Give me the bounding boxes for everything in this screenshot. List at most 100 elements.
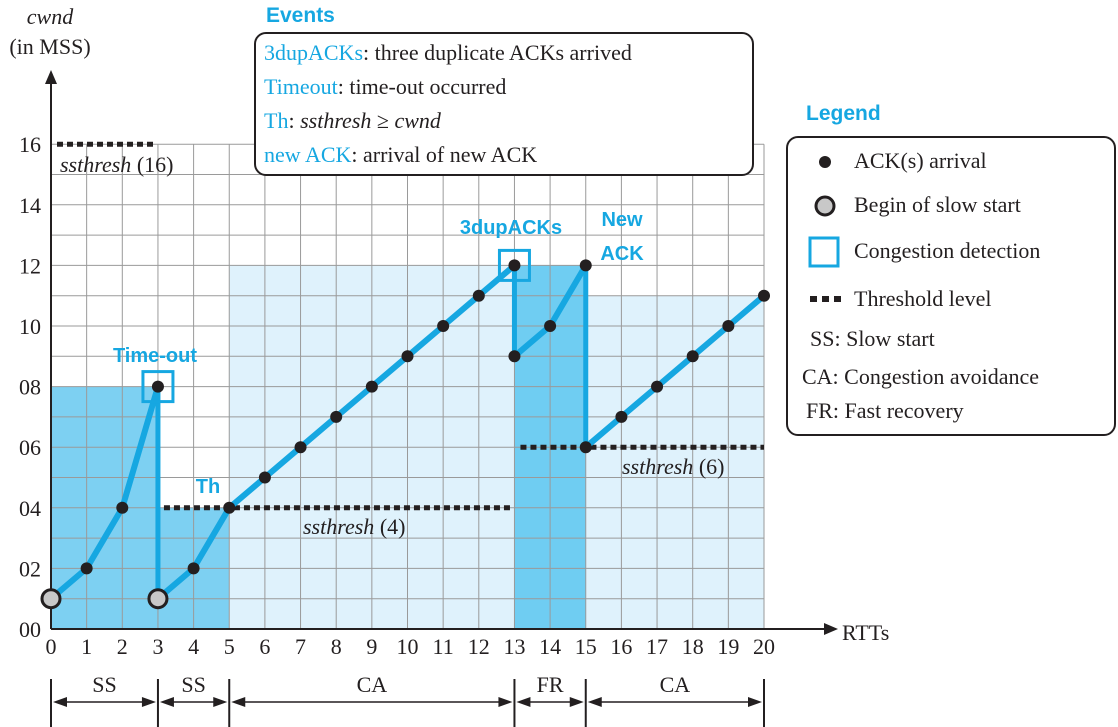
y-tick-label: 14 bbox=[19, 193, 41, 218]
x-tick-label: 17 bbox=[646, 634, 668, 659]
event-key: 3dupACKs bbox=[264, 40, 364, 65]
phase-label: SS bbox=[181, 672, 205, 697]
event-timeout: Timeout: time-out occurred bbox=[264, 74, 507, 99]
y-tick-label: 10 bbox=[19, 314, 41, 339]
ack-point bbox=[722, 320, 735, 332]
ack-point bbox=[579, 441, 592, 454]
threshold-lines: ssthresh (16) ssthresh (4) ssthresh (6) bbox=[57, 141, 764, 539]
x-tick-label: 10 bbox=[397, 634, 419, 659]
congestion-square bbox=[497, 248, 531, 282]
y-tick-label: 12 bbox=[19, 253, 41, 278]
x-tick-label: 3 bbox=[152, 634, 163, 659]
congestion-square-icon bbox=[808, 236, 840, 268]
x-tick-label: 7 bbox=[295, 634, 306, 659]
x-tick-label: 20 bbox=[753, 634, 775, 659]
ack-dot-icon bbox=[819, 156, 831, 168]
event-desc: time-out occurred bbox=[349, 74, 507, 99]
arrow-right-icon bbox=[748, 697, 762, 707]
event-new-ack: new ACK: arrival of new ACK bbox=[264, 142, 538, 167]
series-line bbox=[48, 383, 161, 602]
phase-brackets: SS SS CA FR CA bbox=[50, 672, 765, 727]
x-tick-label: 12 bbox=[468, 634, 490, 659]
y-tick-label: 04 bbox=[19, 496, 41, 521]
series-line bbox=[582, 292, 767, 451]
ack-point bbox=[686, 350, 699, 363]
y-tick-label: 08 bbox=[19, 375, 41, 400]
ack-point bbox=[294, 441, 307, 454]
events-box: 3dupACKs: three duplicate ACKs arrived T… bbox=[254, 32, 754, 176]
event-3dupacks: 3dupACKs: three duplicate ACKs arrived bbox=[264, 40, 632, 65]
ack-point bbox=[508, 259, 521, 272]
ack-point bbox=[651, 380, 664, 393]
ack-point bbox=[472, 289, 485, 302]
ack-point bbox=[508, 350, 521, 363]
ack-point bbox=[544, 320, 557, 332]
phase-label: FR bbox=[537, 672, 564, 697]
legend-item-ack-arrival: ACK(s) arrival bbox=[788, 146, 1118, 176]
legend-item-slow-start: Begin of slow start bbox=[788, 190, 1118, 220]
ack-point bbox=[365, 380, 378, 393]
ack-point bbox=[151, 380, 164, 393]
y-tick-label: 06 bbox=[19, 435, 41, 460]
arrow-right-icon bbox=[141, 697, 156, 707]
annotation-label: Time-out bbox=[113, 345, 197, 367]
ack-point bbox=[187, 562, 200, 575]
x-tick-label: 1 bbox=[81, 634, 92, 659]
arrow-right-icon bbox=[213, 697, 228, 707]
x-tick-label: 13 bbox=[503, 634, 525, 659]
event-key: Timeout bbox=[264, 74, 338, 99]
ack-point bbox=[437, 320, 450, 332]
threshold-label: ssthresh (16) bbox=[60, 152, 173, 177]
y-axis-unit: (in MSS) bbox=[9, 34, 90, 59]
event-desc: arrival of new ACK bbox=[363, 142, 538, 167]
event-key: new ACK bbox=[264, 142, 352, 167]
legend-box: ACK(s) arrival Begin of slow start Conge… bbox=[786, 136, 1116, 436]
event-markers bbox=[40, 248, 770, 610]
x-tick-label: 6 bbox=[259, 634, 270, 659]
x-tick-label: 15 bbox=[575, 634, 597, 659]
ack-point bbox=[258, 471, 271, 484]
legend-title: Legend bbox=[806, 102, 881, 125]
ack-point bbox=[116, 501, 129, 514]
event-desc: three duplicate ACKs arrived bbox=[374, 40, 632, 65]
phase-label: CA bbox=[357, 672, 388, 697]
annotation-label: 3dupACKs bbox=[460, 217, 562, 239]
legend-item-threshold: Threshold level bbox=[788, 284, 1118, 314]
event-key: Th bbox=[264, 108, 289, 133]
x-tick-label: 14 bbox=[539, 634, 561, 659]
legend-item-ca: CA: Congestion avoidance bbox=[802, 364, 1040, 389]
chart-labels: Time-out Th 3dupACKs New ACK bbox=[113, 209, 644, 498]
legend-item-ss: SS: Slow start bbox=[810, 326, 935, 351]
x-tick-label: 8 bbox=[331, 634, 342, 659]
y-tick-label: 02 bbox=[19, 556, 41, 581]
x-axis-title: RTTs bbox=[842, 620, 889, 645]
phase-label: SS bbox=[92, 672, 116, 697]
x-tick-label: 0 bbox=[46, 634, 57, 659]
event-th: Th: ssthresh ≥ cwnd bbox=[264, 108, 441, 133]
x-tick-label: 19 bbox=[717, 634, 739, 659]
arrow-left-icon bbox=[587, 697, 602, 707]
y-tick-label: 16 bbox=[19, 132, 41, 157]
ack-point bbox=[615, 410, 628, 423]
x-axis-arrow-icon bbox=[824, 623, 838, 635]
ack-point bbox=[401, 350, 414, 363]
y-axis-arrow-icon bbox=[45, 70, 57, 84]
annotation-label: ACK bbox=[600, 243, 644, 265]
annotation-label: Th bbox=[196, 476, 220, 498]
x-tick-label: 4 bbox=[188, 634, 199, 659]
threshold-label: ssthresh (6) bbox=[622, 454, 724, 479]
x-tick-label: 18 bbox=[682, 634, 704, 659]
x-tick-label: 2 bbox=[117, 634, 128, 659]
arrow-right-icon bbox=[569, 697, 584, 707]
annotation-label: New bbox=[601, 209, 643, 231]
x-tick-label: 11 bbox=[433, 634, 454, 659]
arrow-left-icon bbox=[231, 697, 246, 707]
y-axis-title: cwnd bbox=[27, 4, 74, 29]
x-tick-label: 9 bbox=[366, 634, 377, 659]
gray-dot-icon bbox=[814, 195, 836, 217]
y-tick-label: 00 bbox=[19, 617, 41, 642]
slow-start-point bbox=[40, 588, 62, 610]
congestion-square bbox=[141, 370, 175, 404]
